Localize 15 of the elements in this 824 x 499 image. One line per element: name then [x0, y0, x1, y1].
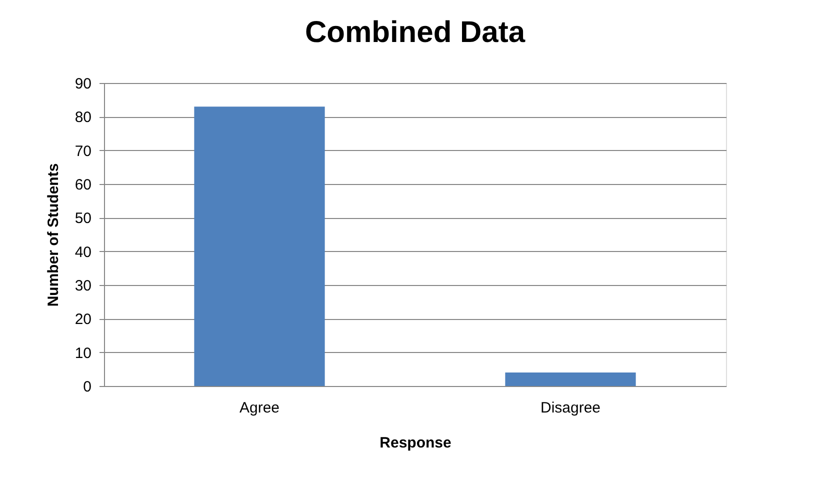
y-tick-label: 50	[74, 210, 92, 228]
y-tick-label: 60	[74, 176, 92, 194]
x-tick-label: Disagree	[540, 400, 601, 416]
chart-title: Combined Data	[304, 16, 526, 49]
x-axis-title: Response	[380, 434, 452, 452]
y-tick-label: 90	[74, 76, 92, 92]
y-tick-label: 40	[74, 244, 92, 261]
y-tick-label: 20	[74, 311, 92, 328]
x-tick-label: Agree	[239, 400, 280, 416]
y-tick-label: 30	[74, 278, 92, 294]
y-tick-label: 80	[74, 109, 92, 126]
y-tick-label: 0	[83, 378, 92, 396]
y-axis-title: Number of Students	[44, 163, 62, 307]
y-tick-label: 70	[74, 142, 92, 160]
y-tick-label: 10	[74, 344, 92, 362]
